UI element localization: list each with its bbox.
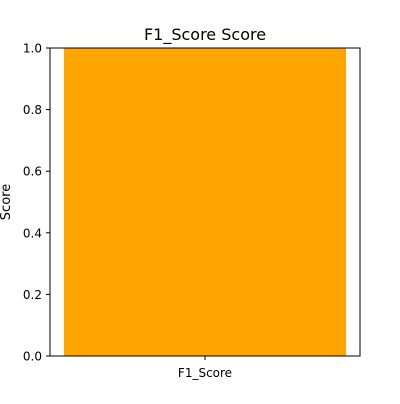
y-tick-label: 0.8 <box>23 103 42 117</box>
y-axis-label: Score <box>0 184 14 220</box>
y-tick-label: 1.0 <box>23 42 42 56</box>
y-tick-label: 0.0 <box>23 350 42 364</box>
y-tick-label: 0.6 <box>23 165 42 179</box>
x-ticks: F1_Score <box>178 356 232 380</box>
x-tick-label: F1_Score <box>178 366 232 380</box>
y-tick-label: 0.4 <box>23 226 42 240</box>
bars-layer <box>64 48 346 356</box>
y-tick-label: 0.2 <box>23 288 42 302</box>
bar-f1-score <box>64 48 346 356</box>
chart-title: F1_Score Score <box>144 25 266 45</box>
y-ticks: 0.0 0.2 0.4 0.6 0.8 1.0 <box>23 42 50 364</box>
